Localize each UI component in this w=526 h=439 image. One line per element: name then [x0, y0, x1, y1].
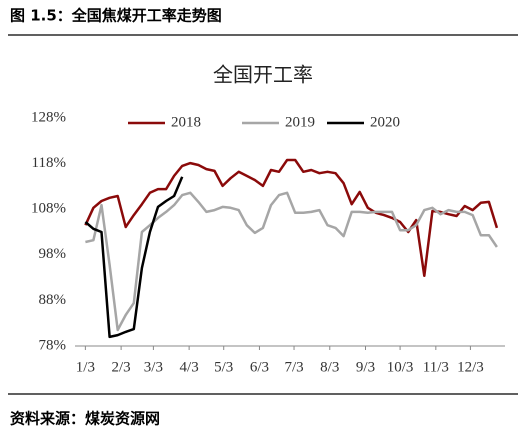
x-tick-label: 2/3 [112, 359, 131, 375]
x-tick-label: 7/3 [284, 359, 303, 375]
x-tick-label: 5/3 [214, 359, 233, 375]
x-tick-label: 10/3 [387, 359, 414, 375]
x-tick-label: 9/3 [356, 359, 375, 375]
chart-title: 全国开工率 [213, 63, 313, 87]
series-line [84, 176, 184, 339]
caption: 图 1.5：全国焦煤开工率走势图 [10, 7, 222, 25]
x-tick-label: 4/3 [180, 359, 199, 375]
legend-label: 2019 [285, 114, 315, 130]
x-tick-label: 12/3 [457, 359, 484, 375]
legend-label: 2018 [171, 114, 201, 130]
legend-label: 2020 [370, 114, 400, 130]
y-tick-label: 78% [39, 337, 67, 353]
series-line [84, 158, 499, 278]
x-tick-label: 8/3 [320, 359, 339, 375]
y-tick-label: 88% [39, 292, 67, 308]
x-tick-label: 6/3 [250, 359, 269, 375]
y-tick-label: 128% [31, 109, 66, 125]
x-tick-label: 1/3 [76, 359, 95, 375]
y-tick-label: 98% [39, 246, 67, 262]
series-line [85, 191, 498, 332]
x-tick-label: 11/3 [423, 359, 449, 375]
source: 资料来源：煤炭资源网 [10, 410, 160, 428]
y-tick-label: 108% [31, 201, 66, 217]
x-tick-label: 3/3 [144, 359, 163, 375]
y-tick-label: 118% [32, 155, 66, 171]
